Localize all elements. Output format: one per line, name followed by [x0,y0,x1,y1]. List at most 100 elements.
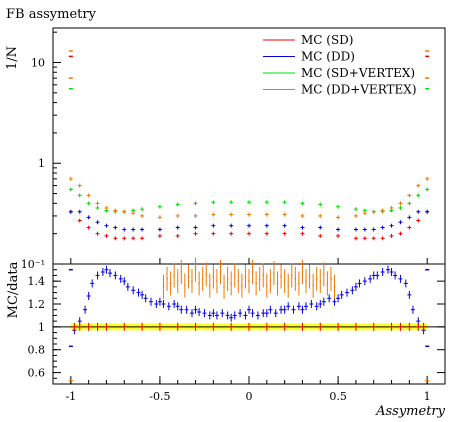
data-point [300,213,305,218]
data-point [282,231,287,236]
data-point [318,225,323,230]
data-point [86,201,91,206]
ratio-point [273,261,275,286]
ratio-point [118,274,123,283]
ratio-point [362,277,367,286]
ratio-point [294,266,297,291]
ratio-point [264,309,269,318]
data-point [416,218,421,223]
ratio-point [95,322,100,331]
ratio-point [187,264,190,289]
ratio-point [269,269,272,294]
ratio-point [194,257,197,282]
bottom-y-tick-label: 1 [38,321,45,334]
ratio-point [308,264,311,289]
ratio-point [389,322,394,331]
data-point [113,236,118,241]
data-point [362,211,367,216]
ratio-point [286,302,291,311]
ratio-point [229,313,234,322]
data-point [157,227,162,232]
ratio-point [301,260,304,284]
ratio-point [232,311,237,320]
data-point [380,225,385,230]
ratio-point [104,265,109,274]
ratio-point [207,311,212,320]
top-y-axis-label: 1/N [5,46,20,70]
ratio-point [287,273,289,298]
ratio-point [191,269,193,294]
ratio-point [241,273,243,298]
data-point [95,201,100,206]
legend-label-mc-dd: MC (DD) [301,50,355,64]
data-point [407,225,412,230]
data-point [398,231,403,236]
data-point [353,236,358,241]
data-point [353,227,358,232]
ratio-point [336,294,341,303]
legend-label-mc-sd-vertex: MC (SD+VERTEX) [301,66,415,80]
bottom-y-tick-label: 0.6 [28,367,46,380]
data-point [157,233,162,238]
ratio-point [298,271,300,296]
ratio-point [162,274,165,299]
data-point [131,236,136,241]
data-point [131,227,136,232]
ratio-point [247,305,251,314]
data-point [362,236,367,241]
ratio-point [100,268,105,276]
ratio-point [244,264,247,289]
ratio-point [398,274,403,283]
ratio-point [350,286,355,295]
x-axis-label: Assymetry [375,404,446,419]
data-point [77,193,82,198]
series-mc-dd [68,209,430,232]
data-point [353,207,358,212]
ratio-point [315,266,318,291]
ratio-point [368,274,373,283]
data-point [247,223,251,228]
bottom-y-tick-label: 1.4 [28,275,46,288]
ratio-point [389,268,394,276]
data-point [211,200,216,205]
ratio-point [77,322,82,331]
ratio-point [314,302,319,311]
ratio-point [276,271,279,296]
x-tick-label: -0.5 [149,390,170,403]
data-point [193,225,198,230]
data-point [113,225,118,230]
data-point [77,183,82,188]
data-point [398,205,403,210]
ratio-point [166,302,171,311]
data-point [371,209,376,214]
ratio-point [86,322,91,331]
data-point [247,212,251,217]
ratio-point [398,322,403,331]
ratio-point [300,322,305,331]
ratio-series-mc-sd [72,322,426,331]
ratio-point [323,262,325,287]
ratio-point [180,260,183,284]
ratio-point [321,297,326,306]
ratio-point [166,266,168,291]
data-point [193,231,198,236]
ratio-point [122,277,127,286]
data-point [86,225,91,230]
top-panel-frame [52,27,446,265]
ratio-point [261,309,266,318]
ratio-point [327,294,332,303]
data-point [175,233,180,238]
ratio-point [290,263,293,288]
data-point [68,187,73,192]
ratio-point [233,263,236,288]
ratio-point [131,286,136,295]
ratio-point [122,322,127,331]
data-point [229,231,234,236]
ratio-point [255,271,257,296]
ratio-point [258,266,261,291]
ratio-point [318,322,323,331]
data-point [229,223,234,228]
ratio-point [104,322,109,331]
ratio-point [251,260,254,284]
